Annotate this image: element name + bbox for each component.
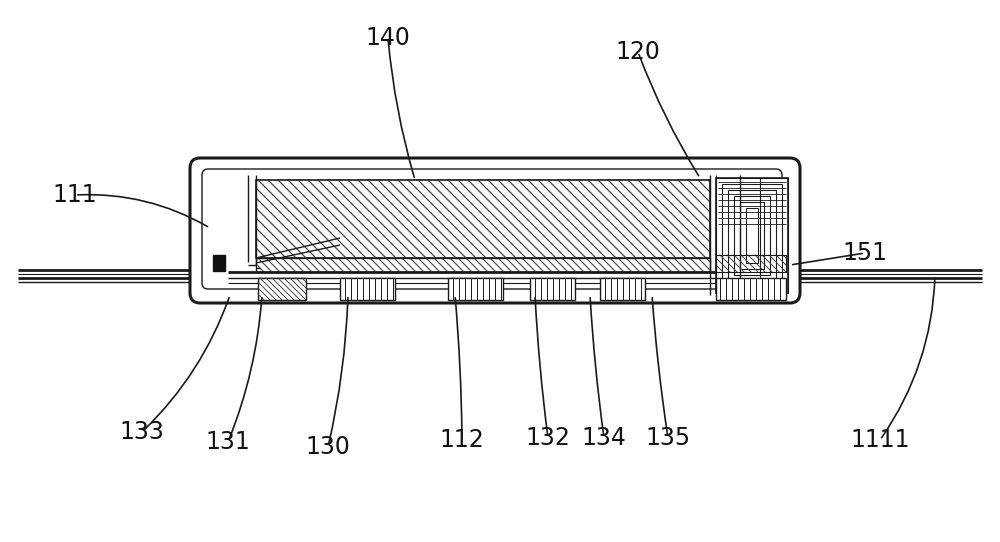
Text: 112: 112: [440, 428, 484, 452]
Text: 132: 132: [526, 426, 570, 450]
Bar: [722, 184, 782, 287]
Text: 1111: 1111: [850, 428, 910, 452]
Bar: [716, 178, 788, 293]
Text: 120: 120: [616, 40, 660, 64]
Text: 130: 130: [306, 435, 350, 459]
Text: 111: 111: [53, 183, 97, 207]
Bar: [716, 278, 786, 300]
Bar: [448, 278, 503, 300]
Bar: [728, 190, 776, 281]
Bar: [258, 278, 306, 300]
Bar: [716, 255, 786, 272]
Text: 151: 151: [842, 241, 888, 265]
Text: 140: 140: [366, 26, 410, 50]
Bar: [716, 178, 788, 293]
Text: 134: 134: [582, 426, 626, 450]
FancyBboxPatch shape: [190, 158, 800, 303]
Bar: [256, 258, 710, 272]
Bar: [600, 278, 645, 300]
Bar: [740, 202, 764, 269]
Text: 135: 135: [645, 426, 691, 450]
Bar: [746, 208, 758, 263]
Bar: [530, 278, 575, 300]
Bar: [734, 196, 770, 275]
Bar: [256, 180, 710, 258]
Bar: [213, 255, 225, 271]
Bar: [340, 278, 395, 300]
Text: 131: 131: [206, 430, 250, 454]
Text: 133: 133: [120, 420, 164, 444]
